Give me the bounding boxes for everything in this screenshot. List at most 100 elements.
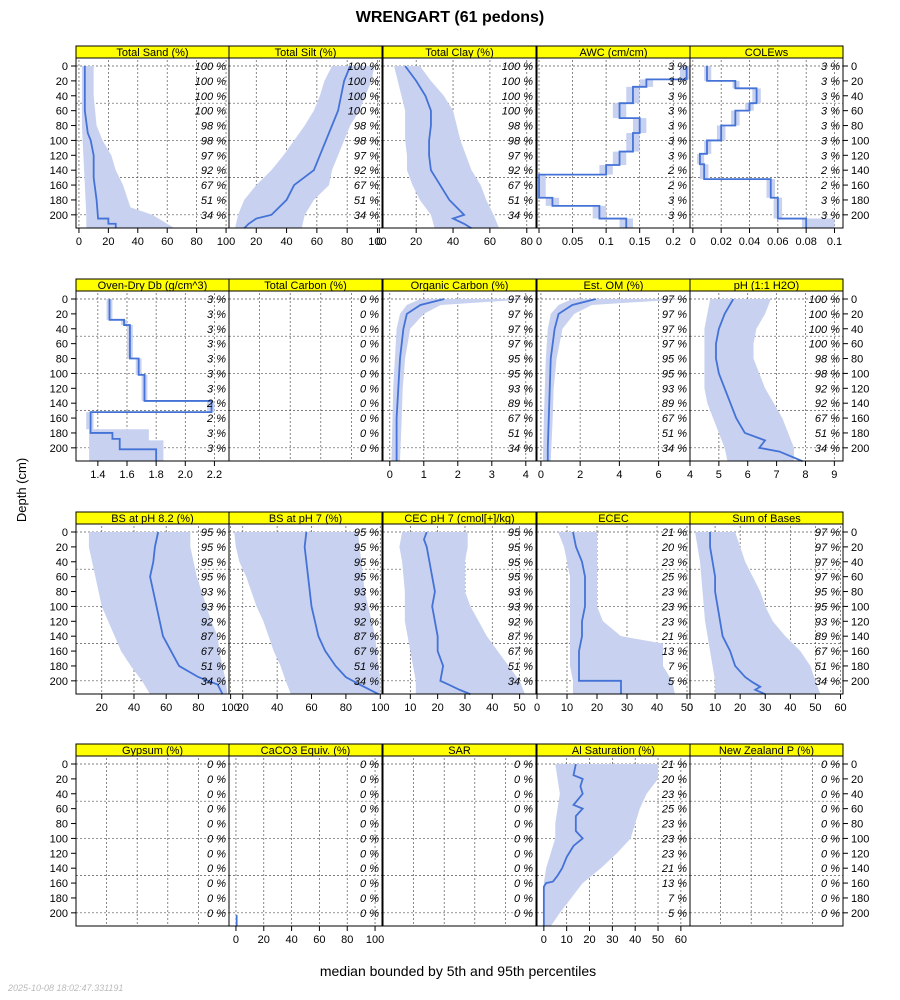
data-count-label: 0 %	[360, 383, 379, 395]
data-count-label: 0 %	[360, 324, 379, 336]
panel-total-silt: Total Silt (%) 100 % 100 % 100 % 100 % 98 % 98…	[228, 45, 387, 248]
data-count-label: 93 %	[508, 587, 533, 599]
x-tick-label: 9	[831, 469, 837, 481]
data-count-label: 95 %	[201, 542, 226, 554]
data-count-label: 95 %	[662, 368, 687, 380]
panel-gridlines	[690, 758, 843, 926]
data-count-label: 3 %	[668, 195, 687, 207]
x-tick-label: 2	[577, 469, 583, 481]
x-tick-label: 0.05	[562, 236, 583, 248]
x-tick-label: 60	[311, 236, 323, 248]
x-tick-label: 30	[606, 934, 618, 946]
data-count-label: 3 %	[821, 210, 840, 222]
data-count-label: 3 %	[207, 368, 226, 380]
percentile-band	[542, 299, 687, 462]
x-tick-label: 20	[583, 934, 595, 946]
y-tick-label: 160	[50, 878, 68, 890]
y-axis-label: Depth (cm)	[14, 458, 29, 522]
panel-title: CaCO3 Equiv. (%)	[261, 745, 351, 757]
data-count-label: 95 %	[201, 527, 226, 539]
x-tick-label: 40	[271, 702, 283, 714]
data-count-label: 0 %	[514, 863, 533, 875]
panel-title: Est. OM (%)	[584, 280, 644, 292]
data-count-label: 51 %	[815, 661, 840, 673]
y-tick-label: 40	[851, 789, 863, 801]
x-tick-label: 60	[675, 934, 687, 946]
x-tick-label: 0.15	[629, 236, 650, 248]
panel-title: BS at pH 8.2 (%)	[111, 513, 194, 525]
data-count-label: 51 %	[201, 661, 226, 673]
data-count-label: 21 %	[661, 759, 687, 771]
data-count-label: 23 %	[661, 819, 687, 831]
x-tick-label: 60	[160, 702, 172, 714]
data-count-label: 0 %	[514, 819, 533, 831]
data-count-label: 0 %	[821, 908, 840, 920]
y-tick-label: 160	[851, 878, 869, 890]
x-tick-label: 8	[802, 469, 808, 481]
y-tick-label: 20	[851, 774, 863, 786]
y-tick-label: 40	[56, 557, 68, 569]
data-count-label: 5 %	[668, 676, 687, 688]
data-count-label: 0 %	[821, 893, 840, 905]
data-count-label: 100 %	[502, 76, 533, 88]
x-tick-label: 0.1	[827, 236, 842, 248]
y-tick-label: 60	[851, 106, 863, 118]
panel-title: Total Clay (%)	[425, 47, 493, 59]
data-count-label: 0 %	[821, 819, 840, 831]
data-count-label: 0 %	[360, 908, 379, 920]
y-tick-label: 200	[50, 908, 68, 920]
data-count-label: 3 %	[668, 121, 687, 133]
data-count-label: 98 %	[508, 121, 533, 133]
data-count-label: 98 %	[815, 368, 840, 380]
data-count-label: 0 %	[514, 774, 533, 786]
y-tick-label: 20	[56, 774, 68, 786]
panel-title: pH (1:1 H2O)	[734, 280, 799, 292]
x-tick-label: 7	[774, 469, 780, 481]
x-tick-label: 20	[591, 702, 603, 714]
data-count-label: 92 %	[508, 165, 533, 177]
panel-frame	[689, 290, 844, 462]
x-tick-label: 0.02	[710, 236, 731, 248]
x-tick-label: 0.06	[767, 236, 788, 248]
panel-title: ECEC	[598, 513, 629, 525]
data-count-label: 95 %	[815, 601, 840, 613]
panel-gridlines	[229, 293, 382, 461]
data-count-label: 0 %	[360, 368, 379, 380]
data-count-label: 0 %	[514, 908, 533, 920]
percentile-band	[697, 66, 835, 229]
data-count-label: 34 %	[201, 676, 226, 688]
data-count-label: 87 %	[201, 631, 226, 643]
x-tick-label: 100	[371, 702, 389, 714]
y-tick-label: 140	[851, 863, 869, 875]
data-count-label: 89 %	[662, 398, 687, 410]
median-line	[243, 65, 352, 229]
x-tick-label: 80	[191, 236, 203, 248]
panel-frame	[689, 523, 844, 695]
median-line	[699, 66, 808, 229]
data-count-label: 2 %	[667, 180, 687, 192]
median-line	[404, 65, 472, 230]
data-count-label: 23 %	[661, 587, 687, 599]
panel-title: Organic Carbon (%)	[411, 280, 509, 292]
percentile-band	[81, 66, 175, 229]
data-count-label: 0 %	[207, 863, 226, 875]
data-count-label: 93 %	[201, 601, 226, 613]
data-count-label: 97 %	[508, 339, 533, 351]
data-count-label: 25 %	[661, 572, 687, 584]
x-tick-label: 80	[341, 934, 353, 946]
y-tick-label: 140	[50, 631, 68, 643]
y-tick-label: 200	[50, 676, 68, 688]
x-tick-label: 50	[652, 934, 664, 946]
data-count-label: 97 %	[508, 309, 533, 321]
panel-est-om: Est. OM (%) 97 % 97 % 97 % 97 % 95 % 95 % 93 % 8…	[536, 278, 691, 481]
data-count-label: 0 %	[360, 354, 379, 366]
y-tick-label: 120	[851, 848, 869, 860]
data-count-label: 0 %	[360, 398, 379, 410]
y-tick-label: 60	[851, 804, 863, 816]
y-tick-label: 180	[851, 893, 869, 905]
data-count-label: 0 %	[360, 878, 379, 890]
data-count-label: 0 %	[360, 804, 379, 816]
data-count-label: 3 %	[821, 195, 840, 207]
data-count-label: 5 %	[668, 908, 687, 920]
